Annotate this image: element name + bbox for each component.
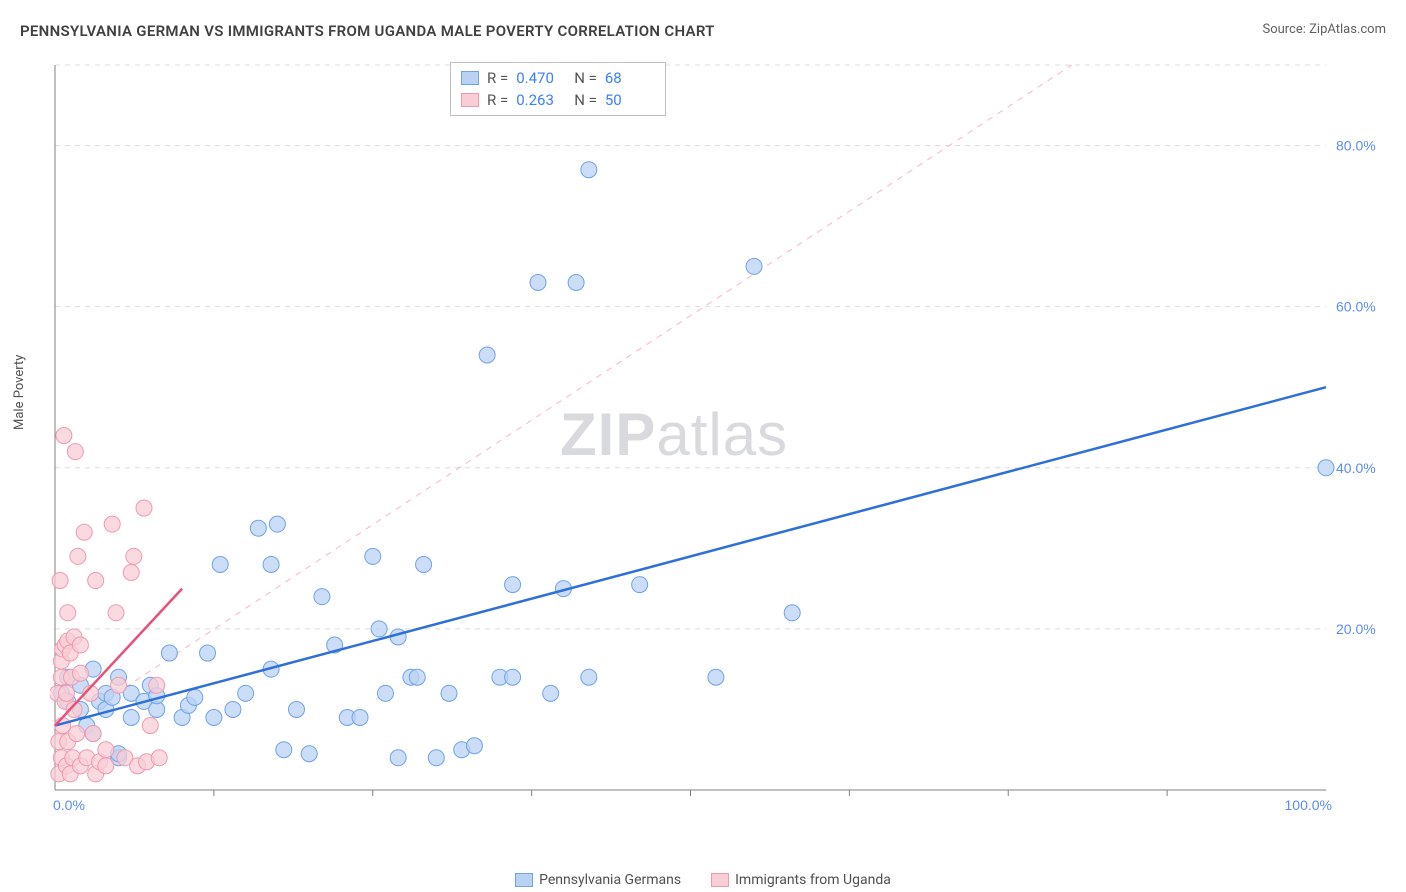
- legend-swatch-series-0: [461, 71, 479, 85]
- chart-title: PENNSYLVANIA GERMAN VS IMMIGRANTS FROM U…: [20, 22, 715, 40]
- stats-n-label: N =: [574, 69, 597, 87]
- svg-text:20.0%: 20.0%: [1336, 621, 1376, 637]
- y-axis-label: Male Poverty: [12, 355, 27, 430]
- bottom-legend: Pennsylvania Germans Immigrants from Uga…: [0, 872, 1406, 888]
- source-value: ZipAtlas.com: [1309, 22, 1386, 37]
- stats-n-label: N =: [574, 91, 597, 109]
- bottom-legend-label-1: Immigrants from Uganda: [735, 872, 891, 888]
- stats-legend: R = 0.470 N = 68 R = 0.263 N = 50: [450, 62, 666, 116]
- stats-n-value-1: 50: [605, 91, 655, 109]
- stats-r-value-0: 0.470: [516, 69, 566, 87]
- stats-legend-row: R = 0.263 N = 50: [461, 89, 655, 111]
- legend-swatch-series-0: [515, 873, 533, 887]
- bottom-legend-item: Pennsylvania Germans: [515, 872, 681, 888]
- legend-swatch-series-1: [711, 873, 729, 887]
- stats-legend-row: R = 0.470 N = 68: [461, 67, 655, 89]
- stats-n-value-0: 68: [605, 69, 655, 87]
- plot-area: 20.0% 40.0% 60.0% 80.0% 0.0% 100.0%: [50, 60, 1386, 820]
- bottom-legend-item: Immigrants from Uganda: [711, 872, 891, 888]
- stats-r-value-1: 0.263: [516, 91, 566, 109]
- svg-text:60.0%: 60.0%: [1336, 299, 1376, 315]
- svg-text:40.0%: 40.0%: [1336, 460, 1376, 476]
- stats-r-label: R =: [487, 91, 508, 109]
- stats-r-label: R =: [487, 69, 508, 87]
- svg-text:100.0%: 100.0%: [1285, 797, 1332, 813]
- source-attribution: Source: ZipAtlas.com: [1262, 22, 1386, 37]
- bottom-legend-label-0: Pennsylvania Germans: [539, 872, 681, 888]
- svg-text:0.0%: 0.0%: [53, 797, 85, 813]
- svg-text:80.0%: 80.0%: [1336, 138, 1376, 154]
- legend-swatch-series-1: [461, 93, 479, 107]
- scatter-plot-svg: 20.0% 40.0% 60.0% 80.0% 0.0% 100.0%: [50, 60, 1386, 820]
- source-label: Source:: [1262, 22, 1309, 37]
